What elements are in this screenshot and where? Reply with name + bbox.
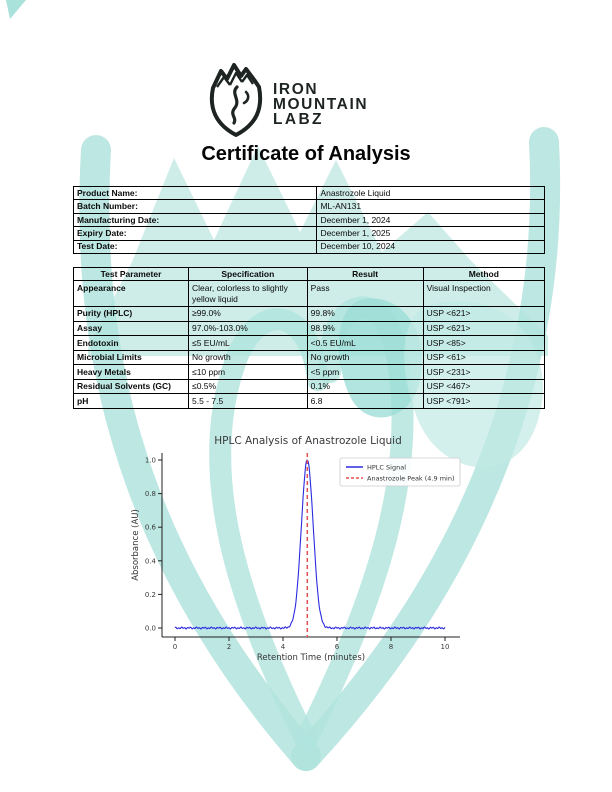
test-specification-cell: ≥99.0% — [188, 305, 308, 322]
test-specification-cell: Clear, colorless to slightly yellow liqu… — [188, 280, 308, 307]
product-label-cell: Manufacturing Date: — [72, 212, 318, 228]
test-row: pH 5.5 - 7.5 6.8 USP <791> — [72, 393, 546, 409]
test-result-cell: No growth — [306, 349, 424, 366]
test-method-cell: USP <791> — [422, 393, 546, 409]
test-specification-cell: ≤5 EU/mL — [188, 335, 308, 351]
test-result-cell: 98.9% — [306, 320, 424, 337]
x-tick-label: 2 — [227, 643, 231, 651]
test-header-row: Test Parameter Specification Result Method — [72, 266, 546, 282]
test-parameter-cell: Microbial Limits — [72, 349, 190, 366]
test-parameter-cell: Residual Solvents (GC) — [72, 378, 190, 395]
test-specification-cell: 97.0%-103.0% — [188, 320, 308, 337]
product-label-cell: Batch Number: — [72, 199, 318, 214]
test-row: Microbial Limits No growth No growth USP <6… — [72, 349, 546, 366]
test-method-cell: USP <467> — [422, 378, 546, 395]
test-row: Endotoxin ≤5 EU/mL <0.5 EU/mL USP <85> — [72, 335, 546, 351]
product-label-cell: Test Date: — [72, 239, 318, 254]
test-results-table: Test Parameter Specification Result Method … — [72, 266, 546, 409]
logo-wordmark: IRON MOUNTAIN LABZ — [273, 60, 369, 128]
test-specification-cell: ≤0.5% — [188, 378, 308, 395]
test-parameter-cell: Appearance — [72, 280, 190, 307]
y-tick-label: 0.2 — [145, 591, 156, 599]
chart-title: HPLC Analysis of Anastrozole Liquid — [214, 435, 402, 447]
product-row: Batch Number: ML-AN131 — [72, 199, 545, 214]
brand-logo: IRON MOUNTAIN LABZ — [206, 60, 368, 140]
y-tick-label: 0.6 — [145, 524, 157, 532]
test-result-cell: Pass — [306, 280, 424, 307]
test-header-cell: Specification — [188, 266, 308, 282]
product-label-cell: Expiry Date: — [72, 226, 318, 241]
test-method-cell: Visual Inspection — [422, 280, 546, 307]
test-row: Assay 97.0%-103.0% 98.9% USP <621> — [72, 320, 546, 337]
x-axis-label: Retention Time (minutes) — [257, 653, 365, 663]
product-value-cell: ML-AN131 — [316, 199, 545, 214]
test-specification-cell: No growth — [188, 349, 308, 366]
test-header-cell: Test Parameter — [72, 266, 190, 282]
test-method-cell: USP <621> — [422, 305, 546, 322]
x-tick-label: 4 — [281, 643, 286, 651]
test-method-cell: USP <231> — [422, 364, 546, 380]
page-title: Certificate of Analysis — [201, 143, 411, 165]
product-row: Expiry Date: December 1, 2025 — [72, 226, 545, 241]
test-header-cell: Result — [306, 266, 424, 282]
test-result-cell: <5 ppm — [306, 364, 424, 380]
test-row: Heavy Metals ≤10 ppm <5 ppm USP <231> — [72, 364, 546, 380]
test-result-cell: 6.8 — [306, 393, 424, 409]
test-parameter-cell: Purity (HPLC) — [72, 305, 190, 322]
test-specification-cell: 5.5 - 7.5 — [188, 393, 308, 409]
test-row: Purity (HPLC) ≥99.0% 99.8% USP <621> — [72, 305, 546, 322]
legend-marker-label: Anastrozole Peak (4.9 min) — [367, 475, 454, 483]
y-tick-label: 0.4 — [145, 557, 157, 565]
test-row: Appearance Clear, colorless to slightly y… — [72, 280, 546, 307]
logo-line-iron: IRON — [273, 81, 319, 98]
test-parameter-cell: Endotoxin — [72, 335, 190, 351]
product-value-cell: Anastrozole Liquid — [316, 185, 545, 201]
test-parameter-cell: Assay — [72, 320, 190, 337]
product-value-cell: December 1, 2025 — [316, 226, 545, 241]
y-axis-label: Absorbance (AU) — [131, 509, 141, 581]
y-tick-label: 0.0 — [145, 625, 156, 633]
logo-line-labz: LABZ — [273, 111, 324, 128]
test-result-cell: 0.1% — [306, 378, 424, 395]
y-tick-label: 0.8 — [145, 490, 156, 498]
product-row: Product Name: Anastrozole Liquid — [72, 185, 545, 201]
mountain-shield-logo-icon — [209, 63, 263, 137]
test-parameter-cell: pH — [72, 393, 190, 409]
test-method-cell: USP <61> — [422, 349, 546, 366]
product-row: Test Date: December 10, 2024 — [72, 239, 545, 254]
product-value-cell: December 1, 2024 — [316, 212, 545, 228]
logo-line-mountain: MOUNTAIN — [273, 96, 369, 113]
x-tick-label: 8 — [389, 643, 393, 651]
test-result-cell: 99.8% — [306, 305, 424, 322]
test-header-cell: Method — [422, 266, 546, 282]
x-tick-label: 0 — [173, 643, 177, 651]
y-tick-label: 1.0 — [145, 457, 156, 465]
test-method-cell: USP <85> — [422, 335, 546, 351]
legend-signal-label: HPLC Signal — [367, 464, 406, 472]
hplc-chart: HPLC Analysis of Anastrozole Liquid Reten… — [125, 430, 495, 670]
x-tick-label: 6 — [335, 643, 340, 651]
product-value-cell: December 10, 2024 — [316, 239, 545, 254]
x-tick-label: 10 — [441, 643, 450, 651]
product-row: Manufacturing Date: December 1, 2024 — [72, 212, 545, 228]
test-method-cell: USP <621> — [422, 320, 546, 337]
test-result-cell: <0.5 EU/mL — [306, 335, 424, 351]
hplc-chart-canvas: HPLC Analysis of Anastrozole Liquid Reten… — [131, 435, 461, 663]
test-row: Residual Solvents (GC) ≤0.5% 0.1% USP <467> — [72, 378, 546, 395]
test-parameter-cell: Heavy Metals — [72, 364, 190, 380]
product-label-cell: Product Name: — [72, 185, 318, 201]
test-specification-cell: ≤10 ppm — [188, 364, 308, 380]
product-info-table: Product Name: Anastrozole Liquid Batch Num… — [72, 185, 545, 254]
